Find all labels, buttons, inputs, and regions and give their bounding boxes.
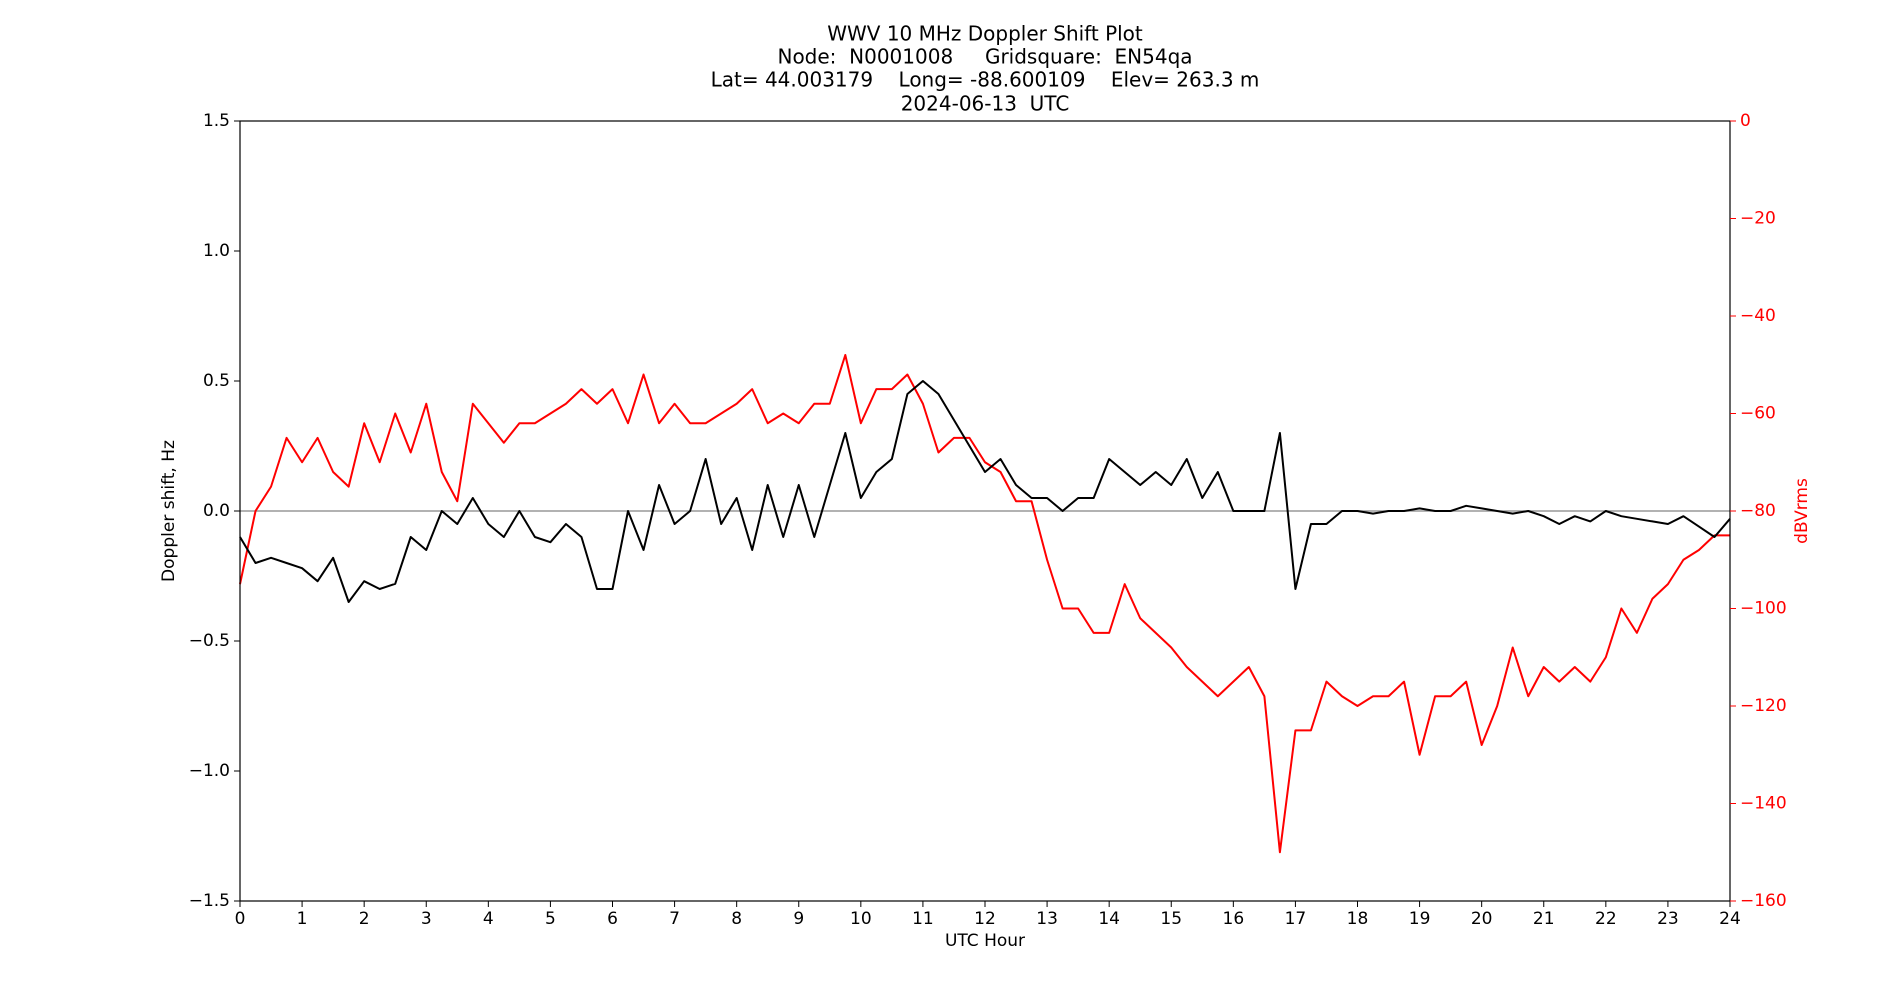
x-tick-label: 1 — [297, 909, 308, 929]
x-tick-label: 9 — [793, 909, 804, 929]
x-axis-label: UTC Hour — [945, 931, 1025, 951]
y-tick-label: −1.5 — [189, 891, 230, 911]
x-tick-label: 12 — [974, 909, 996, 929]
y2-tick-label: −40 — [1740, 306, 1776, 326]
y2-tick-label: −160 — [1740, 891, 1787, 911]
y2-axis-label: dBVrms — [1792, 478, 1812, 544]
x-tick-label: 7 — [669, 909, 680, 929]
chart-subtitle: Node: N0001008 Gridsquare: EN54qa — [777, 45, 1192, 69]
x-tick-label: 24 — [1719, 909, 1741, 929]
y-tick-label: −0.5 — [189, 631, 230, 651]
data-line — [239, 380, 1731, 603]
x-tick-label: 6 — [607, 909, 618, 929]
x-tick-label: 11 — [912, 909, 934, 929]
y2-tick-label: −60 — [1740, 404, 1776, 424]
x-tick-label: 10 — [850, 909, 872, 929]
y-tick-label: −1.0 — [189, 761, 230, 781]
x-tick-label: 8 — [731, 909, 742, 929]
y-tick-label: 1.5 — [203, 111, 230, 131]
y-tick-label: 0.5 — [203, 371, 230, 391]
y2-tick-label: −100 — [1740, 599, 1787, 619]
x-tick-label: 3 — [421, 909, 432, 929]
y2-tick-label: −140 — [1740, 794, 1787, 814]
y2-tick-label: −20 — [1740, 209, 1776, 229]
x-tick-label: 16 — [1223, 909, 1245, 929]
y2-tick-label: −120 — [1740, 696, 1787, 716]
y-axis-label: Doppler shift, Hz — [159, 440, 179, 582]
x-tick-label: 13 — [1036, 909, 1058, 929]
y-tick-label: 1.0 — [203, 241, 230, 261]
y-tick-label: 0.0 — [203, 501, 230, 521]
chart-title: WWV 10 MHz Doppler Shift Plot — [827, 22, 1143, 46]
data-line — [239, 354, 1730, 854]
x-tick-label: 4 — [483, 909, 494, 929]
y2-tick-label: −80 — [1740, 501, 1776, 521]
y2-tick-label: 0 — [1740, 111, 1751, 131]
x-tick-label: 20 — [1471, 909, 1493, 929]
x-tick-label: 15 — [1160, 909, 1182, 929]
chart-subtitle: Lat= 44.003179 Long= -88.600109 Elev= 26… — [711, 68, 1260, 92]
x-tick-label: 0 — [235, 909, 246, 929]
x-tick-label: 18 — [1347, 909, 1369, 929]
x-tick-label: 14 — [1098, 909, 1120, 929]
x-tick-label: 21 — [1533, 909, 1555, 929]
x-tick-label: 2 — [359, 909, 370, 929]
x-tick-label: 17 — [1285, 909, 1307, 929]
x-tick-label: 5 — [545, 909, 556, 929]
chart-subtitle: 2024-06-13 UTC — [901, 92, 1070, 116]
x-tick-label: 19 — [1409, 909, 1431, 929]
x-tick-label: 23 — [1657, 909, 1679, 929]
x-tick-label: 22 — [1595, 909, 1617, 929]
